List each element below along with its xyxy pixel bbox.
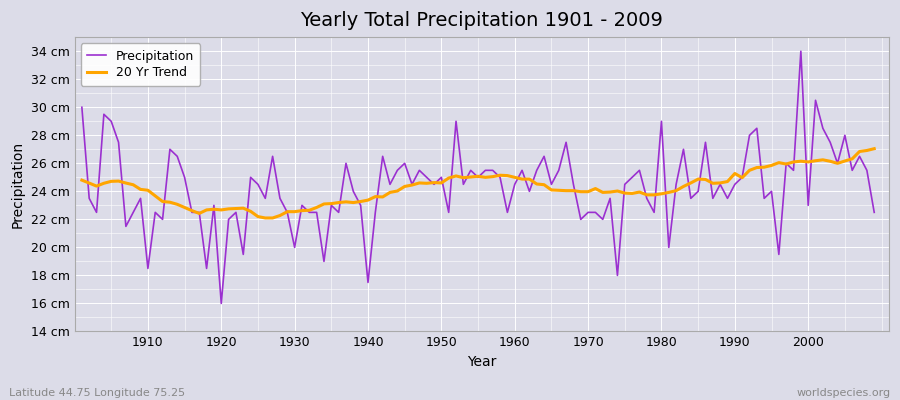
Title: Yearly Total Precipitation 1901 - 2009: Yearly Total Precipitation 1901 - 2009 <box>301 11 663 30</box>
Precipitation <box>517 168 527 173</box>
Precipitation <box>135 196 146 201</box>
Y-axis label: Precipitation: Precipitation <box>11 141 25 228</box>
Precipitation <box>216 301 227 306</box>
20 Yr Trend <box>348 200 359 205</box>
20 Yr Trend <box>135 187 146 192</box>
Precipitation <box>868 210 879 215</box>
Precipitation <box>348 189 359 194</box>
Precipitation <box>509 182 520 187</box>
Text: worldspecies.org: worldspecies.org <box>796 388 891 398</box>
20 Yr Trend <box>509 175 520 180</box>
Precipitation <box>796 49 806 54</box>
20 Yr Trend <box>868 146 879 151</box>
20 Yr Trend <box>76 178 87 182</box>
20 Yr Trend <box>605 190 616 194</box>
20 Yr Trend <box>517 177 527 182</box>
20 Yr Trend <box>304 208 315 213</box>
Line: Precipitation: Precipitation <box>82 51 874 304</box>
Precipitation <box>605 196 616 201</box>
20 Yr Trend <box>260 216 271 220</box>
Line: 20 Yr Trend: 20 Yr Trend <box>82 149 874 218</box>
Legend: Precipitation, 20 Yr Trend: Precipitation, 20 Yr Trend <box>81 44 201 86</box>
Precipitation <box>76 105 87 110</box>
Precipitation <box>304 210 315 215</box>
Text: Latitude 44.75 Longitude 75.25: Latitude 44.75 Longitude 75.25 <box>9 388 185 398</box>
X-axis label: Year: Year <box>467 355 497 369</box>
